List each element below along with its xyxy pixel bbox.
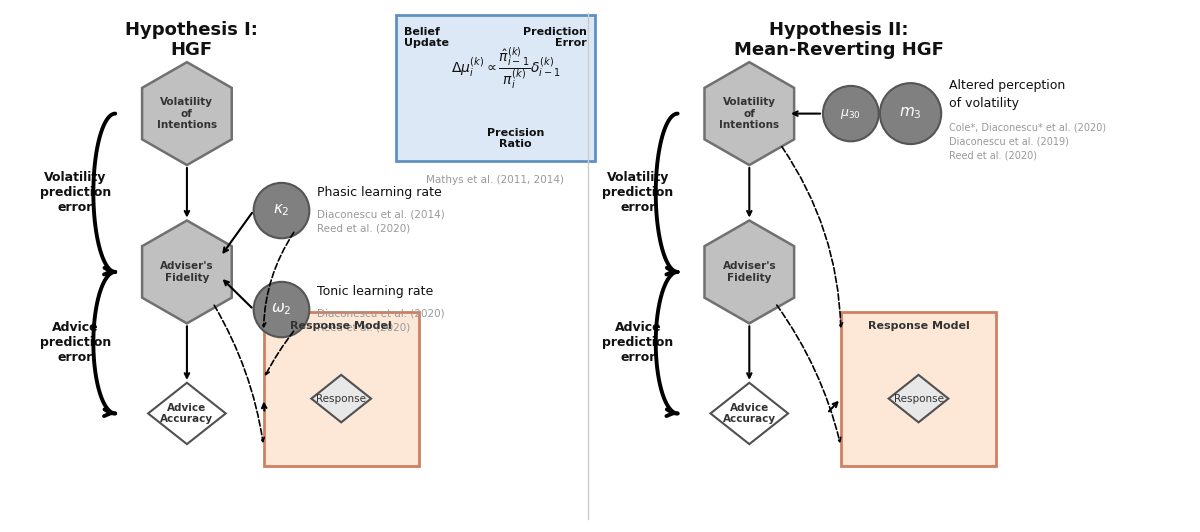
Text: Response: Response <box>894 394 943 404</box>
Text: Reed et al. (2020): Reed et al. (2020) <box>317 322 410 332</box>
Text: Tonic learning rate: Tonic learning rate <box>317 285 433 298</box>
Text: Volatility
prediction
error: Volatility prediction error <box>40 171 112 214</box>
Text: Diaconescu et al. (2014): Diaconescu et al. (2014) <box>317 210 445 220</box>
Text: $\kappa_2$: $\kappa_2$ <box>274 203 290 219</box>
Text: Precision
Ratio: Precision Ratio <box>487 128 544 149</box>
Text: Diaconescu et al. (2019): Diaconescu et al. (2019) <box>949 136 1069 146</box>
Circle shape <box>253 183 310 238</box>
Text: Advice
Accuracy: Advice Accuracy <box>161 403 214 424</box>
Polygon shape <box>148 383 226 444</box>
Circle shape <box>880 83 941 144</box>
Text: Mathys et al. (2011, 2014): Mathys et al. (2011, 2014) <box>426 175 564 185</box>
Text: $m_3$: $m_3$ <box>899 106 922 121</box>
Text: Hypothesis I:
HGF: Hypothesis I: HGF <box>126 21 258 60</box>
Text: Adviser's
Fidelity: Adviser's Fidelity <box>160 261 214 282</box>
Text: Phasic learning rate: Phasic learning rate <box>317 186 442 200</box>
Circle shape <box>823 86 878 142</box>
Text: Response Model: Response Model <box>290 321 392 331</box>
Text: Advice
prediction
error: Advice prediction error <box>602 321 673 364</box>
FancyBboxPatch shape <box>396 15 595 161</box>
Text: of volatility: of volatility <box>949 97 1019 110</box>
Text: Adviser's
Fidelity: Adviser's Fidelity <box>722 261 776 282</box>
Text: Volatility
prediction
error: Volatility prediction error <box>602 171 673 214</box>
Text: Volatility
of
Intentions: Volatility of Intentions <box>719 97 779 130</box>
Text: $\Delta\mu_i^{(k)} \propto \dfrac{\hat{\pi}_{i-1}^{(k)}}{\pi_i^{(k)}} \delta_{i-: $\Delta\mu_i^{(k)} \propto \dfrac{\hat{\… <box>450 46 560 92</box>
Text: $\omega_2$: $\omega_2$ <box>271 302 292 318</box>
Text: Cole*, Diaconescu* et al. (2020): Cole*, Diaconescu* et al. (2020) <box>949 122 1106 132</box>
Text: Prediction
Error: Prediction Error <box>523 27 587 48</box>
Text: Advice
prediction
error: Advice prediction error <box>40 321 112 364</box>
Text: Volatility
of
Intentions: Volatility of Intentions <box>157 97 217 130</box>
Polygon shape <box>889 375 948 422</box>
FancyBboxPatch shape <box>264 312 419 466</box>
Text: Altered perception: Altered perception <box>949 79 1066 93</box>
FancyBboxPatch shape <box>841 312 996 466</box>
Polygon shape <box>142 62 232 165</box>
Polygon shape <box>704 62 794 165</box>
Text: Reed et al. (2020): Reed et al. (2020) <box>317 223 410 234</box>
Text: Response: Response <box>317 394 366 404</box>
Text: Response Model: Response Model <box>868 321 970 331</box>
Text: Belief
Update: Belief Update <box>404 27 449 48</box>
Polygon shape <box>710 383 788 444</box>
Text: Advice
Accuracy: Advice Accuracy <box>722 403 776 424</box>
Polygon shape <box>704 220 794 323</box>
Text: Reed et al. (2020): Reed et al. (2020) <box>949 150 1037 160</box>
Circle shape <box>253 282 310 337</box>
Text: Hypothesis II:
Mean-Reverting HGF: Hypothesis II: Mean-Reverting HGF <box>734 21 944 60</box>
Text: Diaconescu et al. (2020): Diaconescu et al. (2020) <box>317 309 445 319</box>
Polygon shape <box>142 220 232 323</box>
Polygon shape <box>311 375 371 422</box>
Text: $\mu_{30}$: $\mu_{30}$ <box>840 106 862 121</box>
